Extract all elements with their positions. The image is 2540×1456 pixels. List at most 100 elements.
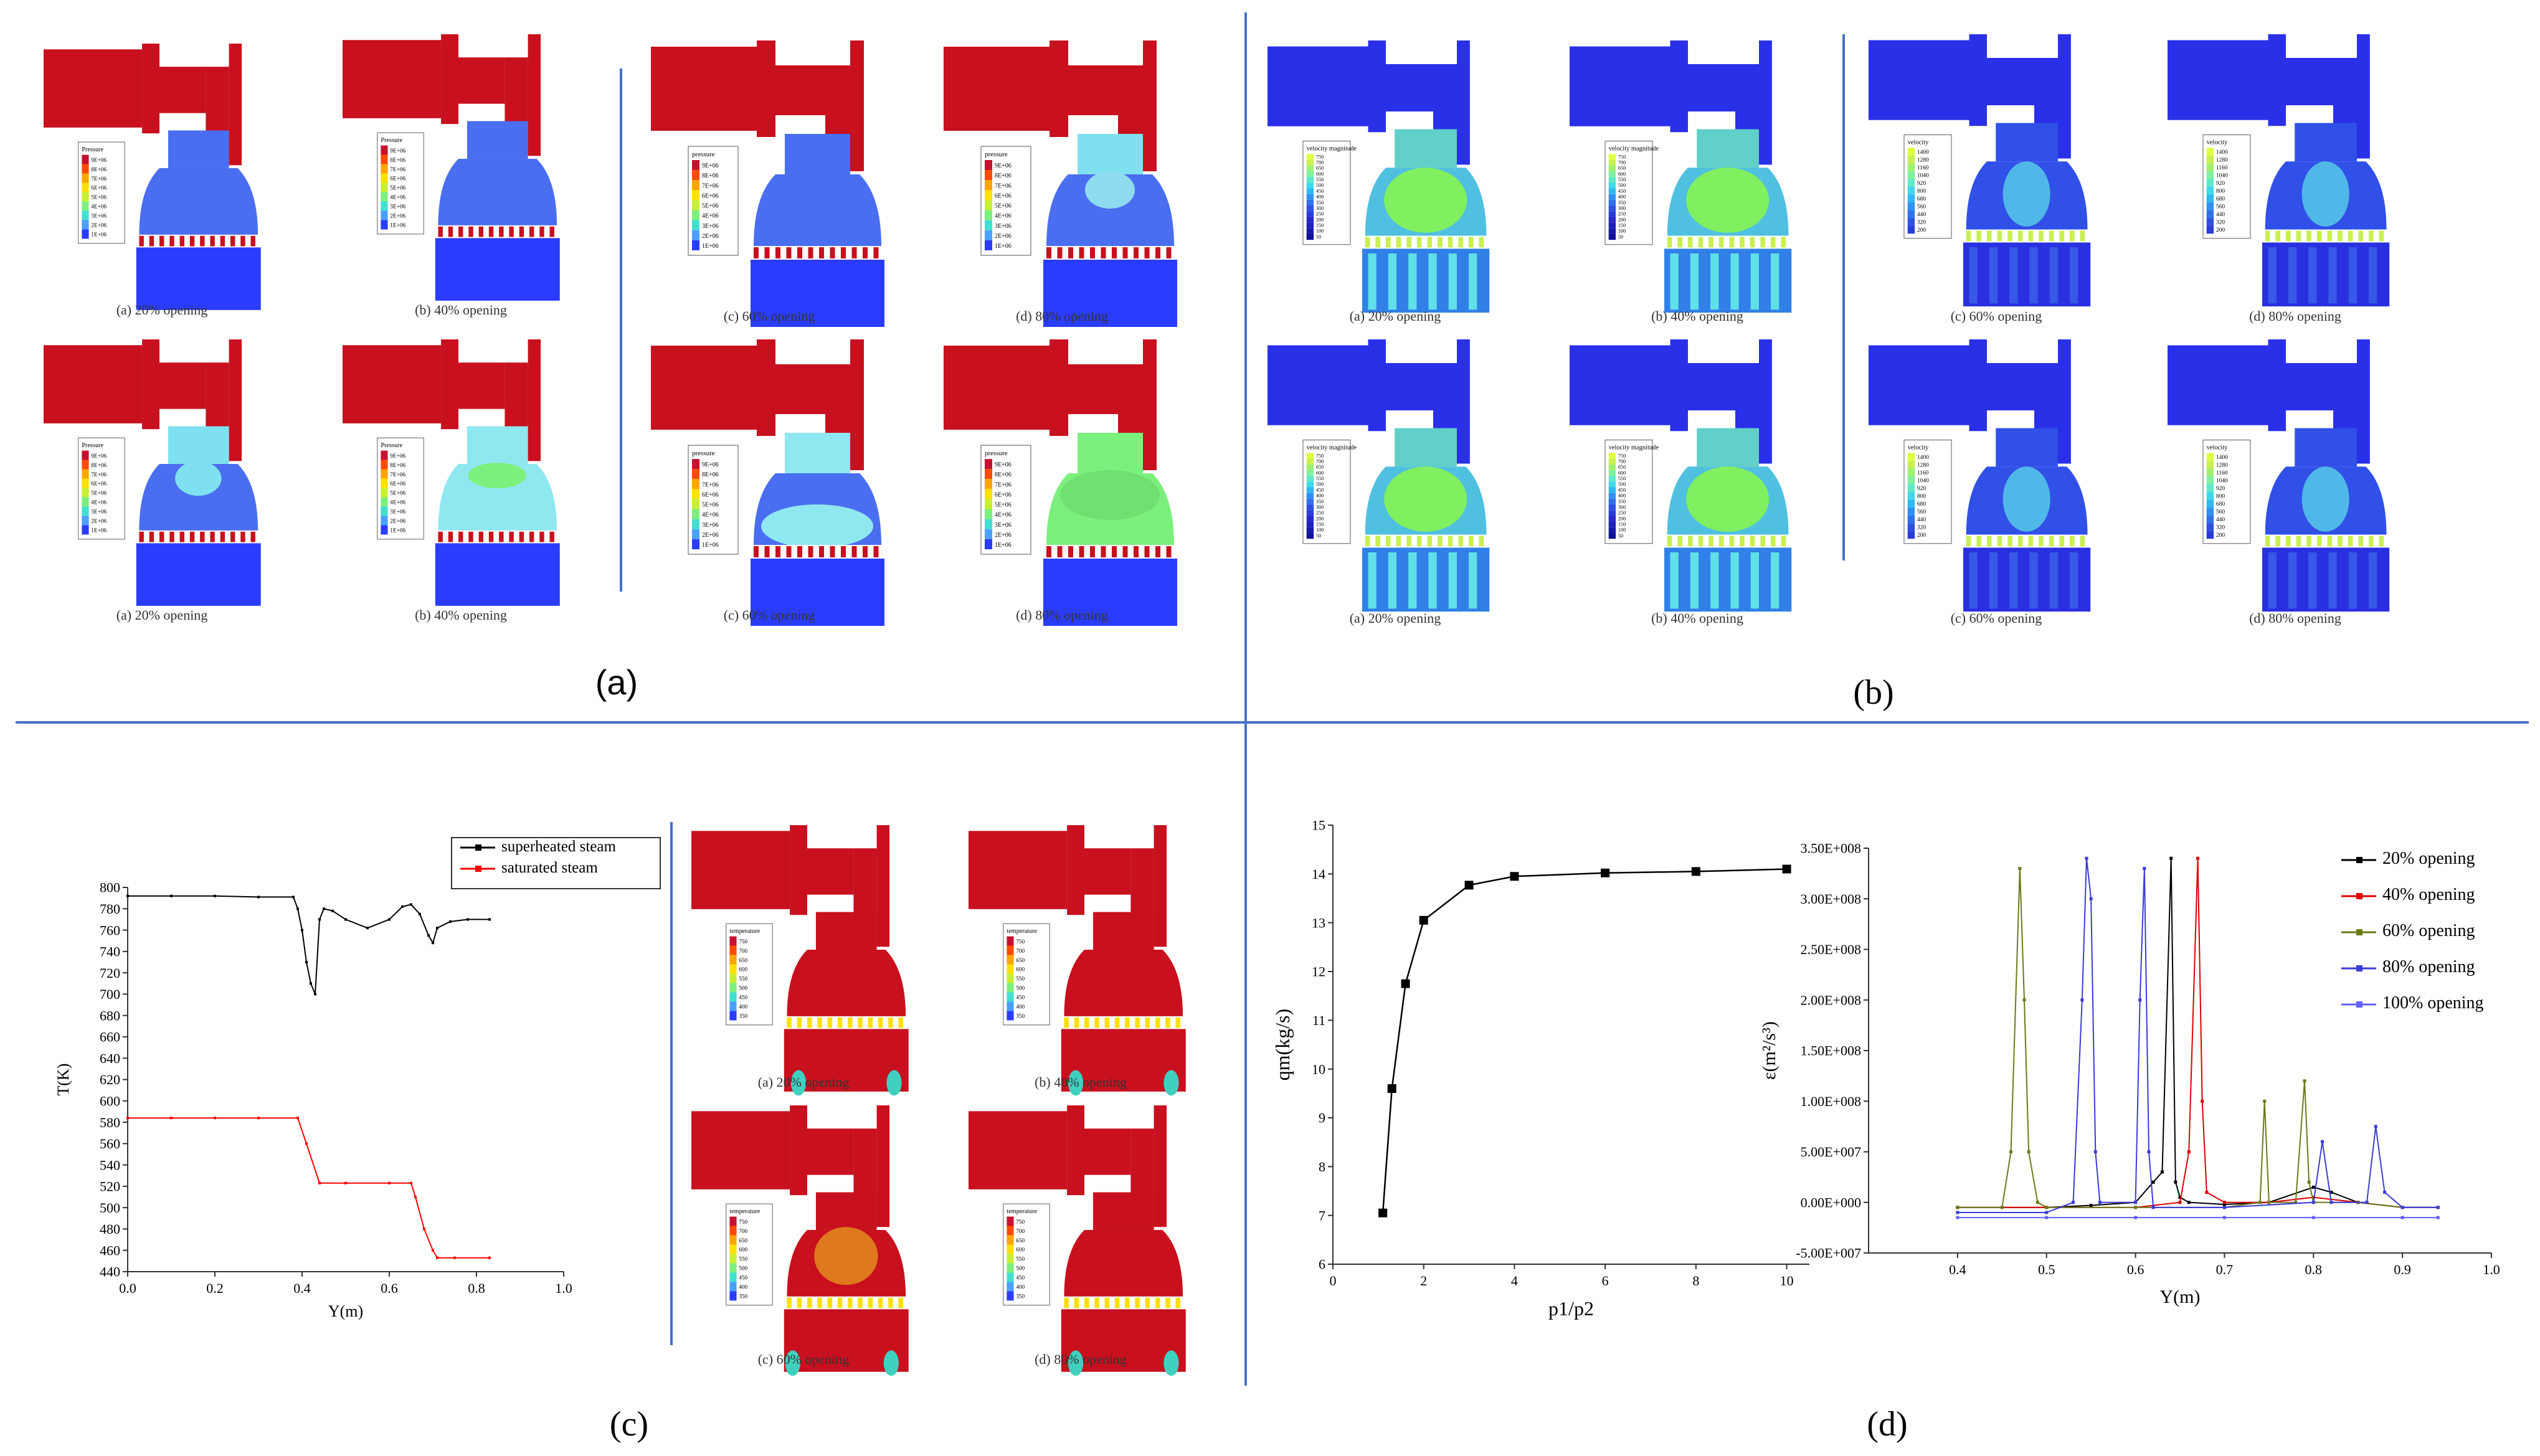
legend-swatch (1608, 206, 1616, 212)
legend-swatch (729, 1244, 737, 1254)
inlet-pipe (651, 47, 757, 131)
y-tick-label: 540 (100, 1157, 120, 1173)
velocity-caption: (c) 60% opening (1951, 308, 2042, 324)
velocity-streak (1428, 552, 1437, 609)
legend-swatch (381, 497, 388, 507)
legend-swatch (692, 519, 699, 529)
data-point (366, 927, 369, 930)
inlet-neck (458, 57, 505, 104)
legend-swatch (2206, 202, 2214, 210)
legend-tick: 1280 (2216, 462, 2228, 468)
velocity-streak (1469, 552, 1477, 609)
outlet-section (751, 260, 884, 327)
plate-hole (2286, 230, 2291, 242)
perforated-plate (1061, 1296, 1186, 1310)
legend-swatch (985, 170, 992, 181)
plate-hole (1057, 546, 1063, 557)
legend-tick: 500 (739, 986, 747, 992)
hot-jet (1163, 1070, 1179, 1096)
legend-swatch (985, 160, 992, 171)
legend-tick: 350 (1618, 499, 1626, 504)
plate-hole (837, 1017, 843, 1028)
legend-tick: 560 (2216, 204, 2225, 210)
data-point (2383, 1191, 2387, 1194)
legend-marker (2356, 1001, 2362, 1008)
outlet-wall (229, 339, 242, 461)
legend-tick: 250 (1618, 510, 1626, 516)
perforated-plate (2262, 534, 2390, 548)
plate-hole (149, 235, 154, 247)
legend-swatch (1306, 159, 1314, 166)
data-point (2321, 1140, 2324, 1143)
y-axis-label: qm(kg/s) (1271, 1009, 1294, 1081)
data-point (2134, 1216, 2138, 1219)
plate-hole (1667, 536, 1672, 547)
velocity-caption: (c) 60% opening (1951, 610, 2042, 626)
y-tick-label: 520 (100, 1179, 120, 1194)
legend-marker (475, 844, 481, 851)
legend-title: pressure (692, 151, 715, 158)
plate-hole (1750, 237, 1755, 248)
plate-hole (808, 247, 813, 258)
legend-tick: 100 (1618, 527, 1626, 533)
valve-dome (438, 158, 557, 225)
legend-tick: 250 (1316, 211, 1324, 217)
inlet-neck (1688, 64, 1735, 111)
legend-tick: 500 (1016, 986, 1025, 992)
inlet-neck (1068, 364, 1118, 414)
legend-swatch (1608, 228, 1616, 234)
legend-swatch (729, 992, 737, 1002)
legend-swatch (1907, 508, 1915, 516)
legend-swatch (381, 164, 388, 174)
inlet-pipe (651, 346, 757, 430)
legend-swatch (1306, 487, 1314, 493)
legend-tick: 550 (1618, 177, 1626, 182)
legend-entry: superheated steam (501, 838, 617, 855)
plate-hole (1375, 237, 1380, 248)
valve-dome (438, 463, 557, 531)
legend-tick: 6E+06 (702, 491, 719, 498)
data-point (2258, 1201, 2262, 1204)
velocity-contour-panels: velocity magnitude7507006506005505004504… (1268, 34, 2390, 626)
legend-tick: 3E+06 (702, 223, 719, 230)
plate-hole (448, 226, 453, 237)
outlet-section (1043, 559, 1177, 626)
plate-hole (1396, 237, 1401, 248)
plate-hole (230, 531, 235, 542)
plate-hole (2316, 230, 2322, 242)
y-tick-label: 15 (1312, 818, 1325, 833)
plate-hole (1729, 536, 1735, 547)
legend-swatch (82, 201, 89, 211)
series-line (1957, 858, 2438, 1208)
legend-tick: 1040 (1917, 173, 1929, 179)
plate-hole (1175, 1017, 1180, 1028)
legend-title: velocity (2207, 139, 2228, 146)
legend-swatch (729, 1291, 737, 1301)
inlet-neck (1386, 363, 1433, 410)
legend-swatch (82, 469, 89, 479)
data-point (305, 1142, 308, 1145)
data-point (126, 894, 129, 897)
x-tick-label: 0.4 (293, 1280, 311, 1296)
plate-hole (1175, 1297, 1180, 1308)
plate-hole (1079, 546, 1084, 557)
flow-core (1384, 466, 1467, 532)
legend-tick: 440 (2216, 517, 2225, 523)
data-point (2222, 1201, 2226, 1204)
inlet-pipe (343, 345, 442, 423)
legend-tick: 9E+06 (91, 158, 107, 164)
plate-hole (841, 546, 846, 557)
x-tick-label: 0.8 (468, 1280, 485, 1296)
legend-tick: 4E+06 (702, 213, 719, 220)
legend-swatch (1608, 527, 1616, 533)
legend-swatch (692, 180, 699, 191)
legend-tick: 7E+06 (390, 472, 405, 478)
inlet-neck (1688, 363, 1735, 410)
plate-hole (786, 546, 792, 557)
x-tick-label: 0.2 (206, 1280, 224, 1296)
legend-swatch (729, 1001, 737, 1011)
valve-contour: temperature 750 700 650 600 550 500 450 400 350 (969, 1105, 1186, 1376)
legend-swatch (1608, 159, 1616, 166)
velocity-streak (2308, 247, 2317, 304)
legend-tick: 400 (1316, 194, 1324, 200)
